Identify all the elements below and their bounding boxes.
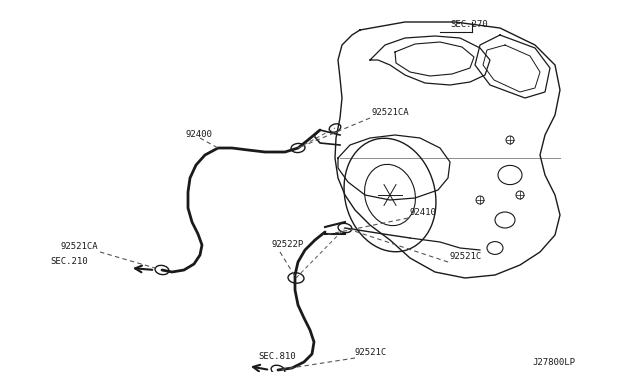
Text: SEC.270: SEC.270	[450, 20, 488, 29]
Text: 92410: 92410	[410, 208, 437, 217]
Text: J27800LP: J27800LP	[532, 358, 575, 367]
Text: 92521C: 92521C	[450, 252, 483, 261]
Text: SEC.210: SEC.210	[50, 257, 88, 266]
Text: SEC.810: SEC.810	[258, 352, 296, 361]
Text: 92522P: 92522P	[272, 240, 304, 249]
Text: 92521CA: 92521CA	[372, 108, 410, 117]
Text: 92400: 92400	[185, 130, 212, 139]
Text: 92521CA: 92521CA	[60, 242, 98, 251]
Text: 92521C: 92521C	[355, 348, 387, 357]
